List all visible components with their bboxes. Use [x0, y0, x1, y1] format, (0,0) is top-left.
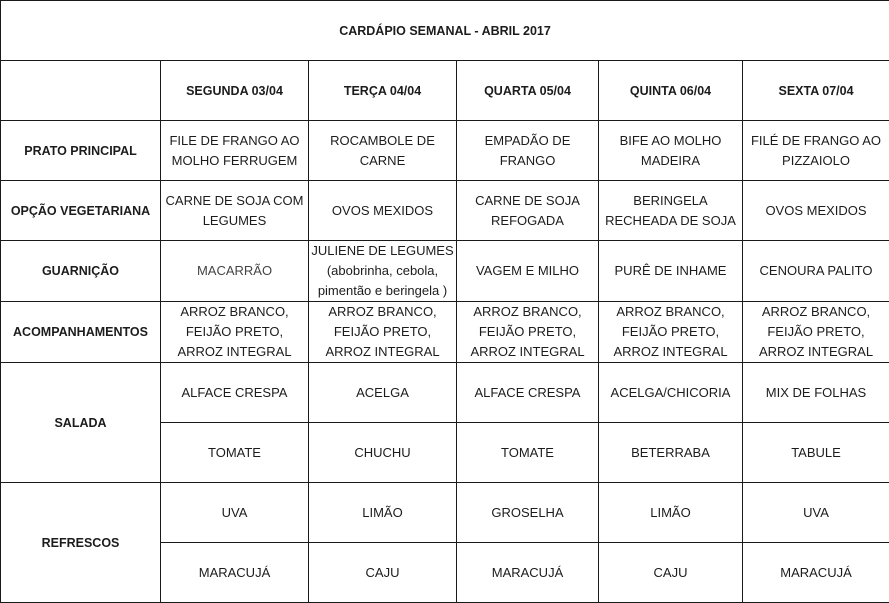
day-header: QUINTA 06/04 — [599, 61, 743, 121]
menu-cell: ARROZ BRANCO, FEIJÃO PRETO, ARROZ INTEGR… — [457, 302, 599, 363]
menu-cell: OVOS MEXIDOS — [743, 181, 889, 241]
row-label: REFRESCOS — [1, 483, 161, 603]
menu-cell: ACELGA/CHICORIA — [599, 363, 743, 423]
menu-cell: VAGEM E MILHO — [457, 241, 599, 302]
menu-cell: ALFACE CRESPA — [161, 363, 309, 423]
corner-cell — [1, 61, 161, 121]
menu-cell: FILÉ DE FRANGO AO PIZZAIOLO — [743, 121, 889, 181]
menu-cell: ACELGA — [309, 363, 457, 423]
menu-cell: GROSELHA — [457, 483, 599, 543]
menu-cell: CAJU — [309, 543, 457, 603]
menu-cell: MARACUJÁ — [743, 543, 889, 603]
menu-cell: CHUCHU — [309, 423, 457, 483]
menu-cell: ARROZ BRANCO, FEIJÃO PRETO, ARROZ INTEGR… — [161, 302, 309, 363]
menu-cell: BERINGELA RECHEADA DE SOJA — [599, 181, 743, 241]
day-header: QUARTA 05/04 — [457, 61, 599, 121]
menu-cell: ALFACE CRESPA — [457, 363, 599, 423]
menu-cell: TABULE — [743, 423, 889, 483]
table-row: GUARNIÇÃO MACARRÃO JULIENE DE LEGUMES (a… — [1, 241, 889, 302]
menu-cell: TOMATE — [161, 423, 309, 483]
row-label: GUARNIÇÃO — [1, 241, 161, 302]
table-row: SALADA ALFACE CRESPA ACELGA ALFACE CRESP… — [1, 363, 889, 423]
menu-cell: MACARRÃO — [161, 241, 309, 302]
table-row: ACOMPANHAMENTOS ARROZ BRANCO, FEIJÃO PRE… — [1, 302, 889, 363]
menu-cell: ARROZ BRANCO, FEIJÃO PRETO, ARROZ INTEGR… — [599, 302, 743, 363]
menu-cell: ARROZ BRANCO, FEIJÃO PRETO, ARROZ INTEGR… — [743, 302, 889, 363]
row-label: PRATO PRINCIPAL — [1, 121, 161, 181]
menu-cell: FILE DE FRANGO AO MOLHO FERRUGEM — [161, 121, 309, 181]
menu-cell: OVOS MEXIDOS — [309, 181, 457, 241]
menu-cell: CAJU — [599, 543, 743, 603]
table-row: OPÇÃO VEGETARIANA CARNE DE SOJA COM LEGU… — [1, 181, 889, 241]
menu-cell: CARNE DE SOJA REFOGADA — [457, 181, 599, 241]
menu-cell: ARROZ BRANCO, FEIJÃO PRETO, ARROZ INTEGR… — [309, 302, 457, 363]
menu-cell: MARACUJÁ — [161, 543, 309, 603]
menu-cell: UVA — [161, 483, 309, 543]
row-label: OPÇÃO VEGETARIANA — [1, 181, 161, 241]
row-label: ACOMPANHAMENTOS — [1, 302, 161, 363]
menu-cell: JULIENE DE LEGUMES (abobrinha, cebola, p… — [309, 241, 457, 302]
menu-cell: LIMÃO — [599, 483, 743, 543]
menu-cell: UVA — [743, 483, 889, 543]
menu-cell: PURÊ DE INHAME — [599, 241, 743, 302]
table-row: PRATO PRINCIPAL FILE DE FRANGO AO MOLHO … — [1, 121, 889, 181]
page-title: CARDÁPIO SEMANAL - ABRIL 2017 — [1, 1, 889, 61]
day-header: SEGUNDA 03/04 — [161, 61, 309, 121]
table-row: REFRESCOS UVA LIMÃO GROSELHA LIMÃO UVA — [1, 483, 889, 543]
menu-cell: BETERRABA — [599, 423, 743, 483]
menu-cell: MARACUJÁ — [457, 543, 599, 603]
menu-cell: CENOURA PALITO — [743, 241, 889, 302]
menu-cell: EMPADÃO DE FRANGO — [457, 121, 599, 181]
menu-cell: BIFE AO MOLHO MADEIRA — [599, 121, 743, 181]
menu-cell: MIX DE FOLHAS — [743, 363, 889, 423]
header-row: SEGUNDA 03/04 TERÇA 04/04 QUARTA 05/04 Q… — [1, 61, 889, 121]
menu-cell: CARNE DE SOJA COM LEGUMES — [161, 181, 309, 241]
day-header: TERÇA 04/04 — [309, 61, 457, 121]
menu-cell: ROCAMBOLE DE CARNE — [309, 121, 457, 181]
menu-cell: TOMATE — [457, 423, 599, 483]
row-label: SALADA — [1, 363, 161, 483]
menu-cell: LIMÃO — [309, 483, 457, 543]
day-header: SEXTA 07/04 — [743, 61, 889, 121]
